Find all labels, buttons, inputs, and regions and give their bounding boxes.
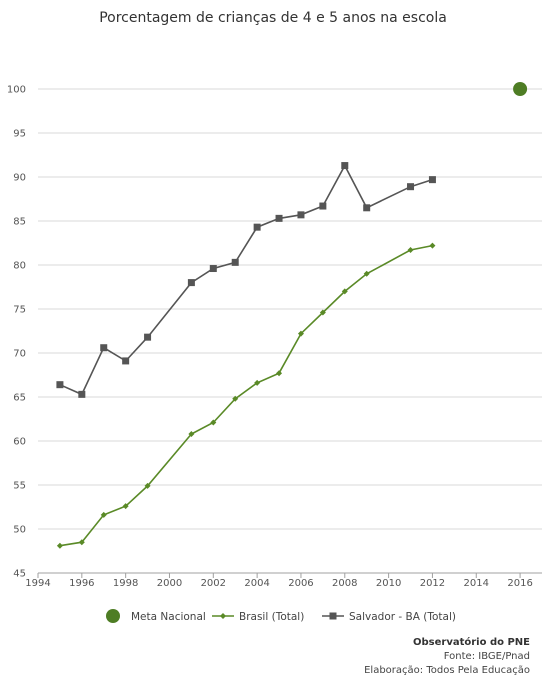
y-tick-label: 90 bbox=[13, 173, 26, 184]
data-point[interactable] bbox=[254, 379, 261, 386]
series-salvador-ba-total- bbox=[56, 162, 436, 398]
data-point[interactable] bbox=[428, 176, 436, 184]
x-tick-label: 2000 bbox=[157, 578, 182, 589]
x-tick-label: 2010 bbox=[376, 578, 401, 589]
x-tick-label: 1994 bbox=[25, 578, 50, 589]
legend[interactable]: Meta Nacional Brasil (Total) Salvador - BA… bbox=[106, 609, 456, 623]
legend-symbol bbox=[329, 612, 337, 620]
data-point[interactable] bbox=[407, 183, 415, 191]
data-point[interactable] bbox=[319, 202, 327, 210]
data-point[interactable] bbox=[209, 265, 217, 273]
y-tick-label: 75 bbox=[13, 305, 26, 316]
legend-item[interactable]: Salvador - BA (Total) bbox=[322, 611, 456, 623]
y-tick-label: 70 bbox=[13, 349, 26, 360]
legend-symbol bbox=[106, 609, 120, 623]
x-tick-label: 2016 bbox=[507, 578, 532, 589]
y-tick-label: 85 bbox=[13, 217, 26, 228]
series-brasil-total- bbox=[56, 242, 436, 549]
data-point[interactable] bbox=[276, 370, 283, 377]
x-tick-label: 2008 bbox=[332, 578, 357, 589]
data-point[interactable] bbox=[363, 270, 370, 277]
data-point[interactable] bbox=[210, 419, 217, 426]
data-point[interactable] bbox=[187, 279, 195, 287]
data-point[interactable] bbox=[231, 258, 239, 266]
y-tick-label: 60 bbox=[13, 437, 26, 448]
data-point[interactable] bbox=[100, 511, 107, 518]
data-point[interactable] bbox=[363, 204, 371, 212]
x-tick-label: 2014 bbox=[464, 578, 489, 589]
data-series bbox=[56, 82, 528, 549]
legend-label: Meta Nacional bbox=[131, 611, 206, 623]
legend-label: Salvador - BA (Total) bbox=[349, 611, 456, 623]
y-tick-label: 45 bbox=[13, 569, 26, 580]
x-axis: 1994 1996 1998 2000 2002 2004 2006 2008 2010 2012… bbox=[25, 572, 542, 589]
data-point[interactable] bbox=[407, 247, 414, 254]
data-point[interactable] bbox=[122, 357, 130, 365]
series-meta-nacional bbox=[513, 82, 528, 96]
y-tick-label: 55 bbox=[13, 481, 26, 492]
data-point[interactable] bbox=[56, 381, 64, 389]
data-point[interactable] bbox=[122, 503, 129, 510]
grid-lines: 45 50 55 60 65 70 75 80 85 90 95 100 bbox=[7, 85, 542, 580]
data-point[interactable] bbox=[341, 288, 348, 295]
x-tick-label: 2012 bbox=[420, 578, 445, 589]
data-point[interactable] bbox=[319, 309, 326, 316]
data-point[interactable] bbox=[513, 82, 528, 96]
legend-item[interactable]: Brasil (Total) bbox=[212, 611, 304, 623]
data-point[interactable] bbox=[275, 214, 283, 222]
data-point[interactable] bbox=[100, 344, 108, 352]
data-point[interactable] bbox=[188, 430, 195, 437]
data-point[interactable] bbox=[253, 223, 261, 231]
x-tick-label: 1996 bbox=[69, 578, 94, 589]
x-tick-label: 2002 bbox=[201, 578, 226, 589]
data-point[interactable] bbox=[297, 211, 305, 219]
y-tick-label: 50 bbox=[13, 525, 26, 536]
legend-item[interactable]: Meta Nacional bbox=[106, 609, 206, 623]
y-tick-label: 100 bbox=[7, 85, 26, 96]
data-point[interactable] bbox=[297, 330, 304, 337]
data-point[interactable] bbox=[78, 390, 86, 398]
y-tick-label: 65 bbox=[13, 393, 26, 404]
data-point[interactable] bbox=[232, 395, 239, 402]
data-point[interactable] bbox=[144, 482, 151, 489]
source-label: Fonte: IBGE/Pnad bbox=[443, 651, 530, 662]
data-point[interactable] bbox=[78, 539, 85, 546]
y-tick-label: 80 bbox=[13, 261, 26, 272]
elaboration-label: Elaboração: Todos Pela Educação bbox=[364, 665, 530, 676]
series-line bbox=[59, 244, 433, 547]
data-point[interactable] bbox=[56, 542, 63, 549]
legend-label: Brasil (Total) bbox=[239, 611, 304, 623]
data-point[interactable] bbox=[341, 162, 349, 170]
x-tick-label: 2006 bbox=[288, 578, 313, 589]
chart-credits: Observatório do PNE Fonte: IBGE/Pnad Ela… bbox=[364, 636, 530, 678]
y-tick-label: 95 bbox=[13, 129, 26, 140]
organization-label: Observatório do PNE bbox=[413, 637, 530, 648]
x-tick-label: 2004 bbox=[244, 578, 269, 589]
x-tick-label: 1998 bbox=[113, 578, 138, 589]
data-point[interactable] bbox=[429, 242, 436, 249]
series-line bbox=[59, 163, 433, 396]
data-point[interactable] bbox=[144, 333, 152, 341]
legend-symbol bbox=[220, 613, 226, 619]
chart-title: Porcentagem de crianças de 4 e 5 anos na… bbox=[99, 10, 447, 26]
